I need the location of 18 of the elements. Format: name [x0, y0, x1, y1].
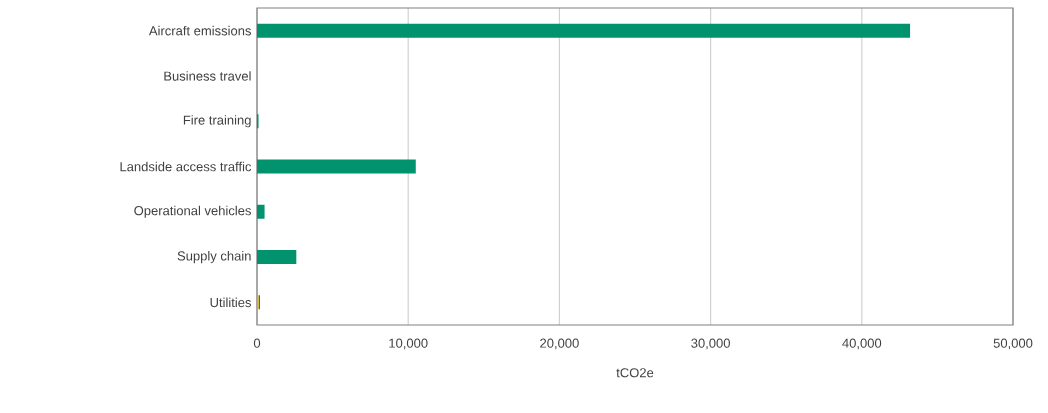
x-tick-label: 40,000: [842, 338, 882, 350]
x-tick-label: 30,000: [691, 338, 730, 350]
bar: [257, 204, 265, 219]
y-tick-label: Fire training: [183, 115, 251, 128]
y-tick-label: Supply chain: [177, 251, 251, 264]
bar: [257, 250, 297, 265]
y-tick-label: Operational vehicles: [134, 205, 251, 218]
bar: [257, 159, 416, 174]
bar: [257, 23, 911, 38]
y-tick-label: Business travel: [164, 71, 251, 81]
x-axis-title: tCO2e: [616, 368, 654, 378]
y-tick-label: Aircraft emissions: [148, 25, 251, 36]
x-tick-label: 50,000: [993, 338, 1033, 350]
y-tick-label: Utilities: [210, 297, 251, 308]
y-tick-label: Landside access traffic: [120, 161, 252, 172]
x-tick-label: 0: [253, 338, 261, 348]
x-tick-label: 10,000: [389, 338, 428, 350]
x-tick-label: 20,000: [540, 338, 579, 350]
